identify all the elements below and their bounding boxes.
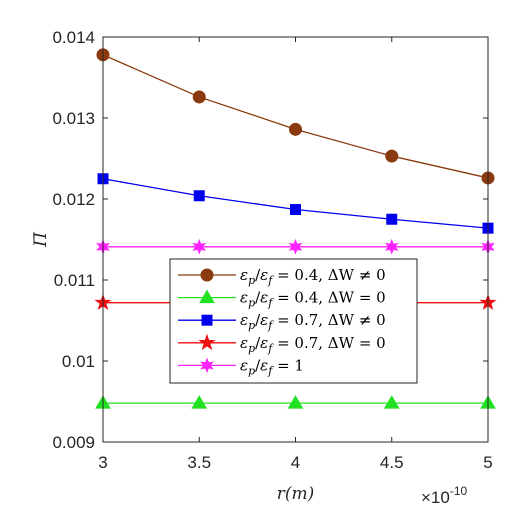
series-line bbox=[102, 54, 489, 179]
legend-label: εp/εf = 0.7, ΔW ≠ 0 bbox=[240, 311, 386, 332]
x-tick-label: 3.5 bbox=[187, 453, 211, 472]
data-point bbox=[383, 395, 400, 409]
data-point bbox=[290, 204, 301, 216]
legend-label: εp/εf = 1 bbox=[240, 356, 304, 377]
x-tick-label: 4.5 bbox=[380, 453, 404, 472]
series-3 bbox=[97, 173, 494, 234]
x-tick-label: 4 bbox=[291, 453, 300, 472]
legend-marker bbox=[199, 289, 215, 304]
legend-marker bbox=[200, 357, 214, 374]
legend-marker bbox=[200, 268, 214, 282]
ticks-layer: 3 3.5 4 4.5 5 0.009 0.01 0.011 0.012 0.013 0.014 bbox=[52, 28, 492, 472]
data-point bbox=[386, 213, 398, 225]
data-point bbox=[385, 149, 399, 163]
legend-marker bbox=[198, 333, 216, 351]
data-point bbox=[193, 190, 205, 202]
legend-entry: εp/εf = 0.4, ΔW = 0 bbox=[178, 289, 386, 310]
y-tick-label: 0.009 bbox=[52, 433, 95, 452]
y-tick-label: 0.014 bbox=[52, 28, 95, 47]
series-1 bbox=[96, 48, 495, 185]
data-point bbox=[192, 238, 207, 255]
series-line bbox=[102, 178, 489, 229]
x-tick-label: 5 bbox=[483, 453, 492, 472]
y-axis-label: Π̄ bbox=[31, 231, 51, 248]
x-tick-label: 3 bbox=[98, 453, 107, 472]
x-exponent-label: ×10-10 bbox=[421, 484, 468, 507]
x-exponent-power: -10 bbox=[450, 484, 468, 498]
data-point bbox=[191, 395, 208, 409]
series-2 bbox=[95, 395, 496, 409]
y-tick-label: 0.01 bbox=[62, 352, 95, 371]
legend: εp/εf = 0.4, ΔW ≠ 0εp/εf = 0.4, ΔW = 0εp… bbox=[169, 258, 418, 384]
data-point bbox=[384, 238, 399, 255]
y-tick-label: 0.011 bbox=[54, 271, 95, 290]
legend-label: εp/εf = 0.7, ΔW = 0 bbox=[240, 334, 386, 355]
data-point bbox=[287, 395, 304, 409]
legend-entry: εp/εf = 0.7, ΔW = 0 bbox=[178, 333, 386, 355]
legend-label: εp/εf = 0.4, ΔW = 0 bbox=[240, 289, 386, 310]
legend-entry: εp/εf = 1 bbox=[178, 356, 304, 377]
y-tick-label: 0.012 bbox=[52, 190, 95, 209]
legend-entry: εp/εf = 0.4, ΔW ≠ 0 bbox=[178, 266, 386, 287]
y-tick-label: 0.013 bbox=[52, 109, 95, 128]
series-5 bbox=[96, 238, 495, 255]
x-axis-label: r(m) bbox=[277, 484, 315, 504]
legend-marker bbox=[201, 314, 213, 326]
legend-label: εp/εf = 0.4, ΔW ≠ 0 bbox=[240, 266, 386, 287]
data-point bbox=[192, 90, 206, 104]
data-point bbox=[289, 122, 302, 136]
data-point bbox=[288, 238, 303, 255]
x-exponent-base: ×10 bbox=[421, 488, 450, 507]
legend-entry: εp/εf = 0.7, ΔW ≠ 0 bbox=[178, 311, 386, 332]
